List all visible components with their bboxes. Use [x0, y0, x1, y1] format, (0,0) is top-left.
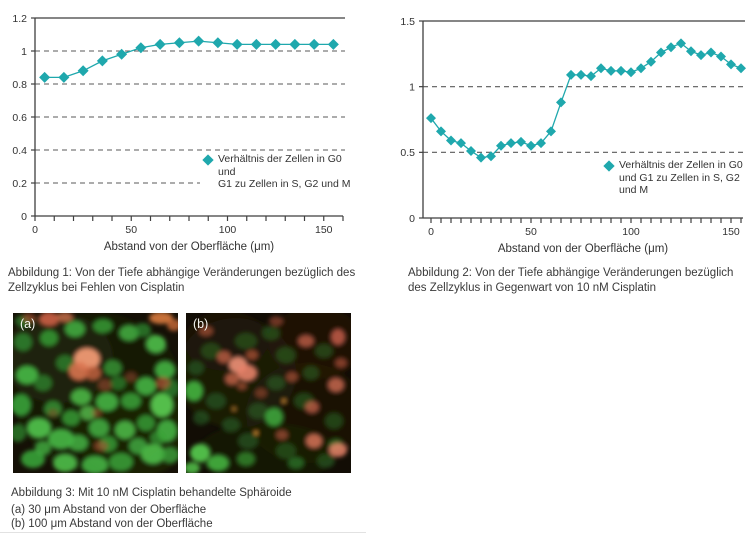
figure2-legend: Verhältnis der Zellen in G0 und G1 zu Ze…	[601, 158, 745, 198]
microscopy-panel-a	[13, 313, 178, 473]
svg-text:50: 50	[125, 224, 137, 236]
figure1-legend-text: Verhältnis der Zellen in G0 und G1 zu Ze…	[218, 153, 356, 191]
svg-text:1: 1	[409, 81, 415, 93]
bottom-divider	[0, 532, 366, 533]
figure3-item-a: (a) 30 μm Abstand von der Oberfläche	[11, 504, 207, 516]
figure2-chart: 0 0.5 1 1.5 0 50 100 150 Abstand von der Oberflä…	[375, 8, 747, 258]
panel-a-label: (a)	[20, 317, 36, 331]
svg-text:0: 0	[32, 224, 38, 236]
figure2-caption: Abbildung 2: Von der Tiefe abhängige Ver…	[408, 267, 734, 294]
svg-text:0.6: 0.6	[12, 112, 27, 124]
svg-text:0: 0	[428, 226, 434, 238]
legend-marker-diamond-icon	[202, 154, 214, 166]
svg-text:1.2: 1.2	[12, 13, 27, 25]
figure2-legend-text: Verhältnis der Zellen in G0 und G1 zu Ze…	[619, 159, 743, 197]
figure1-plot: 0 0.2 0.4 0.6 0.8 1 1.2 0 50 100 150 Abstand von de…	[12, 13, 345, 253]
svg-text:100: 100	[219, 224, 237, 236]
legend-line: Verhältnis der Zellen in G0	[619, 159, 743, 171]
svg-text:0: 0	[409, 213, 415, 225]
svg-text:100: 100	[622, 226, 640, 238]
legend-line: und G1 zu Zellen in S, G2	[619, 171, 740, 184]
legend-line: und M	[619, 184, 649, 196]
figure1-caption: Abbildung 1: Von der Tiefe abhängige Ver…	[8, 267, 356, 294]
svg-text:1: 1	[21, 46, 27, 58]
microscopy-panel-b	[186, 313, 351, 473]
svg-text:1.5: 1.5	[400, 16, 415, 28]
figure2-plot: 0 0.5 1 1.5 0 50 100 150 Abstand von der Oberflä…	[400, 16, 746, 255]
svg-text:50: 50	[525, 226, 537, 238]
figure3-image-a: (a)	[13, 313, 178, 473]
svg-text:0.4: 0.4	[12, 145, 27, 157]
svg-text:0.2: 0.2	[12, 178, 27, 190]
svg-text:Abstand von der Oberfläche (μm: Abstand von der Oberfläche (μm)	[104, 241, 274, 253]
svg-text:150: 150	[722, 226, 740, 238]
svg-text:0.8: 0.8	[12, 79, 27, 91]
figure3-caption: Abbildung 3: Mit 10 nM Cisplatin behande…	[11, 487, 292, 499]
figure1-chart: 0 0.2 0.4 0.6 0.8 1 1.2 0 50 100 150 Abstand von de…	[8, 8, 358, 258]
figure1-legend: Verhältnis der Zellen in G0 und G1 zu Ze…	[200, 152, 358, 192]
svg-text:Abstand von der Oberfläche (μm: Abstand von der Oberfläche (μm)	[498, 243, 668, 255]
figure3-image-b: (b)	[186, 313, 351, 473]
svg-text:150: 150	[315, 224, 333, 236]
legend-line: G1 zu Zellen in S, G2 und M	[218, 178, 351, 190]
svg-text:0.5: 0.5	[400, 147, 415, 159]
svg-text:0: 0	[21, 211, 27, 223]
legend-marker-diamond-icon	[603, 160, 615, 172]
legend-line: Verhältnis der Zellen in G0 und	[218, 153, 342, 178]
panel-b-label: (b)	[193, 317, 209, 331]
figure3-item-b: (b) 100 μm Abstand von der Oberfläche	[11, 518, 213, 530]
